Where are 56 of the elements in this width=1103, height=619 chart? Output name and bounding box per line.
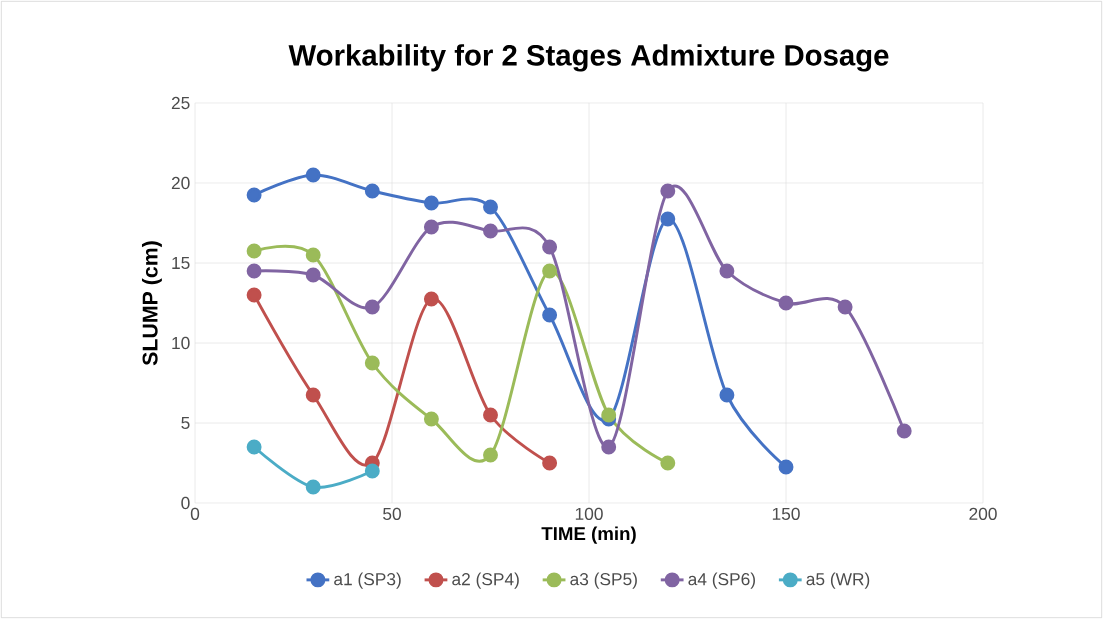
point [837, 299, 853, 315]
legend-label: a2 (SP4) [452, 572, 519, 589]
y-tick-label: 0 [181, 496, 190, 510]
point [483, 223, 498, 239]
point [305, 247, 321, 263]
y-tick-label: 10 [172, 336, 190, 350]
point [305, 479, 321, 495]
x-tick-label: 50 [383, 507, 401, 520]
point [364, 299, 380, 315]
point [660, 183, 676, 199]
point [542, 263, 558, 279]
point [305, 387, 321, 403]
point [483, 447, 498, 463]
point [246, 187, 262, 203]
point [483, 407, 498, 423]
point [601, 407, 617, 423]
point [305, 167, 321, 183]
legend-label: a4 (SP6) [688, 572, 755, 589]
legend-label: a3 (SP5) [570, 572, 637, 589]
point [896, 423, 912, 439]
x-axis-title: TIME (min) [541, 526, 636, 544]
y-tick-label: 25 [171, 96, 190, 110]
point [719, 263, 735, 279]
point [246, 243, 262, 259]
point [305, 267, 321, 283]
point [542, 455, 558, 471]
point [423, 195, 439, 211]
point [483, 199, 498, 215]
point [423, 411, 439, 427]
point [601, 439, 617, 455]
point [778, 295, 794, 311]
legend-label: a5 (WR) [806, 572, 870, 589]
chart-title: Workability for 2 Stages Admixture Dosage [288, 44, 889, 72]
point [719, 387, 735, 403]
x-tick-label: 100 [575, 507, 603, 520]
y-tick-label: 5 [181, 416, 190, 430]
y-tick-label: 20 [171, 176, 190, 190]
point [364, 183, 380, 199]
point [423, 291, 439, 307]
x-tick-label: 0 [190, 507, 200, 520]
point [246, 439, 262, 455]
point [778, 459, 794, 475]
x-tick-label: 150 [772, 507, 800, 520]
point [660, 455, 676, 471]
point [542, 307, 558, 323]
y-axis-title: SLUMP (cm) [141, 241, 162, 366]
y-tick-label: 15 [172, 256, 190, 270]
x-tick-label: 200 [969, 507, 997, 520]
point [542, 239, 558, 255]
point [364, 463, 380, 479]
point [246, 287, 262, 303]
point [660, 211, 676, 227]
point [364, 355, 380, 371]
point [423, 219, 439, 235]
legend-label: a1 (SP3) [334, 572, 401, 589]
point [246, 263, 262, 279]
